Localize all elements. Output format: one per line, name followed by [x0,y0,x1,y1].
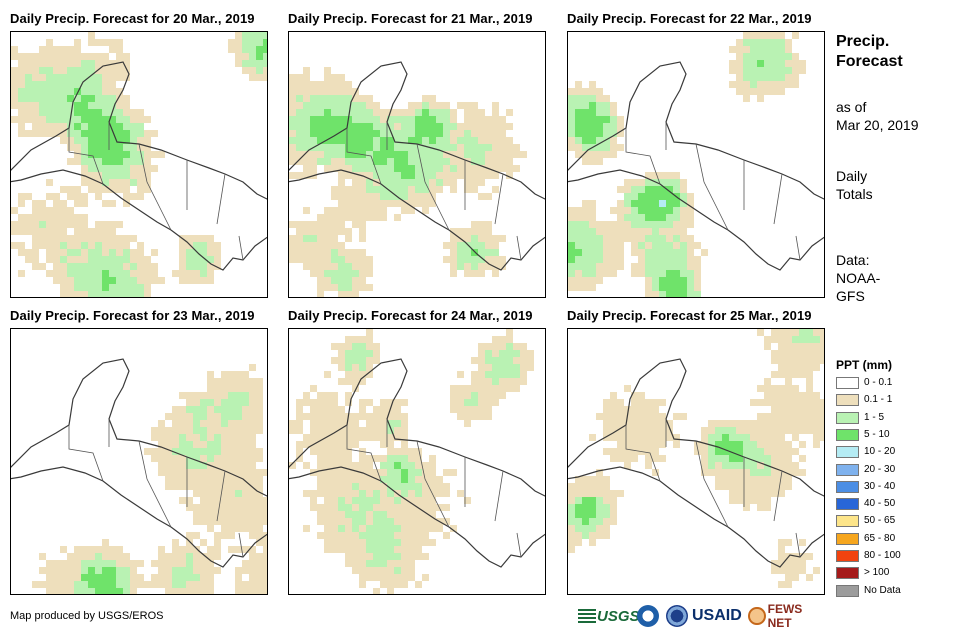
data-source-label: Data: NOAA- GFS [836,252,881,304]
coastline [568,61,824,271]
legend-label: 65 - 80 [864,532,896,544]
legend-swatch [836,567,859,580]
legend-label: 1 - 5 [864,411,885,423]
usaid-logo: USAID [692,607,742,624]
legend-swatch [836,377,859,389]
daily-totals-label: Daily Totals [836,168,873,202]
coastline [11,358,267,568]
legend-label: 5 - 10 [864,428,890,440]
forecast-title: Precip. Forecast [836,33,903,70]
legend-swatch [836,463,859,476]
country-borders [346,419,522,558]
legend-label: > 100 [864,567,890,579]
precip-map [11,32,267,297]
coastline [568,358,824,568]
coastline [11,61,267,271]
legend-swatch [836,584,859,597]
precip-map [568,329,824,588]
precip-map [11,358,267,594]
precip-map [289,329,545,594]
legend-title: PPT (mm) [836,358,893,372]
legend-label: 30 - 40 [864,480,896,492]
map-credit: Map produced by USGS/EROS [10,610,164,622]
legend-swatch [836,498,859,511]
map-panel-1 [10,31,268,298]
fews-net-logo: FEWS NET [748,602,828,630]
legend-label: No Data [864,584,901,596]
map-panel-6 [567,328,825,595]
legend-swatch [836,394,859,407]
legend-label: 50 - 65 [864,515,896,527]
legend-swatch [836,480,859,493]
precip-map [568,32,824,297]
legend-label: 20 - 30 [864,463,896,475]
noaa-logo [637,605,659,627]
panel-title-5: Daily Precip. Forecast for 24 Mar., 2019 [288,308,533,323]
coastline [289,61,545,271]
country-borders [346,122,522,261]
country-borders [625,419,801,558]
legend-swatch [836,411,859,424]
as-of-date: as of Mar 20, 2019 [836,99,919,133]
usgs-logo: USGS [578,604,640,628]
legend-label: 40 - 50 [864,498,896,510]
country-borders [625,122,801,261]
panel-title-1: Daily Precip. Forecast for 20 Mar., 2019 [10,11,255,26]
legend-swatch [836,550,859,562]
country-borders [68,122,244,261]
legend-label: 80 - 100 [864,550,901,561]
panel-title-6: Daily Precip. Forecast for 25 Mar., 2019 [567,308,812,323]
legend-swatch [836,446,859,459]
panel-title-4: Daily Precip. Forecast for 23 Mar., 2019 [10,308,255,323]
legend-label: 0 - 0.1 [864,377,893,388]
legend-label: 0.1 - 1 [864,394,893,406]
coastline [289,358,545,568]
panel-title-2: Daily Precip. Forecast for 21 Mar., 2019 [288,11,533,26]
map-panel-3 [567,31,825,298]
nasa-logo [666,605,688,627]
legend-label: 10 - 20 [864,446,896,458]
legend-swatch [836,532,859,545]
legend-swatch [836,515,859,528]
partner-logos: USGS USAID FEWS NET [578,602,828,630]
map-panel-2 [288,31,546,298]
legend-swatch [836,428,859,441]
panel-title-3: Daily Precip. Forecast for 22 Mar., 2019 [567,11,812,26]
map-panel-4 [10,328,268,595]
precip-map [289,61,545,297]
map-panel-5 [288,328,546,595]
country-borders [68,419,244,558]
